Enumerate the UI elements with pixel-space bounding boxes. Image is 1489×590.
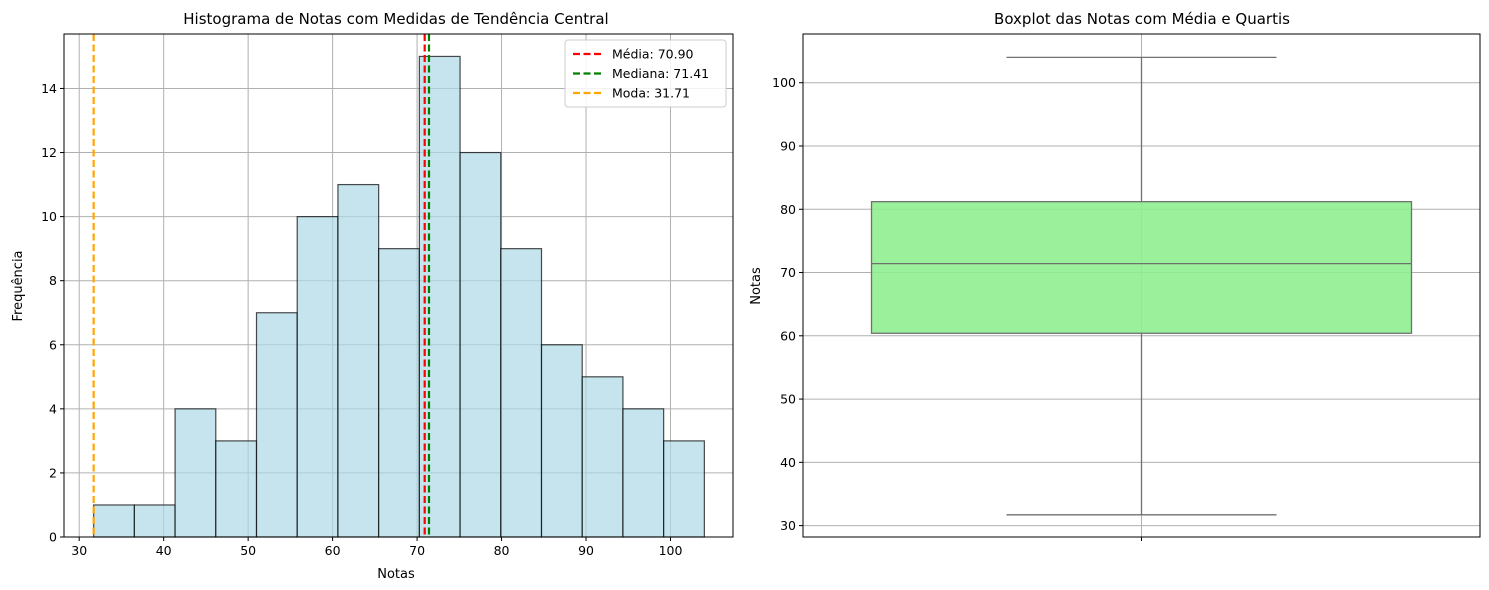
histogram-bar (174, 408, 217, 538)
x-tick-label: 40 (156, 543, 172, 558)
x-tick-label: 100 (659, 543, 683, 558)
y-tick-label: 4 (49, 401, 57, 416)
legend-label: Moda: 31.71 (612, 86, 690, 101)
y-tick-label: 50 (780, 392, 796, 407)
y-tick-label: 30 (780, 518, 796, 533)
y-tick-label: 10 (41, 209, 57, 224)
histogram-bar (215, 440, 258, 538)
y-tick-label: 6 (49, 337, 57, 352)
x-tick-label: 30 (71, 543, 87, 558)
histogram-bar (622, 408, 665, 538)
x-tick-label: 50 (240, 543, 256, 558)
legend-label: Média: 70.90 (612, 47, 694, 62)
histogram-bar (663, 440, 705, 538)
histogram-bar (459, 151, 502, 538)
y-tick-label: 70 (780, 265, 796, 280)
y-tick-label: 0 (49, 530, 57, 545)
y-tick-label: 2 (49, 465, 57, 480)
histogram-legend: Média: 70.90 Mediana: 71.41 Moda: 31.71 (564, 39, 727, 108)
boxplot-panel: Boxplot das Notas com Média e Quartis 30… (749, 10, 1481, 541)
histogram-bar (337, 183, 380, 538)
histogram-yticks: 0 2 4 6 8 10 12 14 (41, 81, 64, 545)
histogram-x-axis-label: Notas (377, 567, 415, 582)
legend-box (564, 39, 727, 108)
x-tick-label: 80 (494, 543, 510, 558)
histogram-y-axis-label: Frequência (11, 250, 26, 321)
histogram-bar (500, 248, 543, 538)
x-tick-label: 90 (578, 543, 594, 558)
boxplot-yticks: 30 40 50 60 70 80 90 100 (772, 75, 803, 533)
box (870, 201, 1413, 334)
histogram-bar (296, 216, 339, 538)
x-tick-label: 60 (325, 543, 341, 558)
y-tick-label: 100 (772, 75, 796, 90)
histogram-title: Histograma de Notas com Medidas de Tendê… (183, 10, 608, 28)
histogram-xticks: 30 40 50 60 70 80 90 100 (71, 537, 682, 558)
y-tick-label: 90 (780, 138, 796, 153)
legend-label: Mediana: 71.41 (612, 66, 709, 81)
histogram-panel: Histograma de Notas com Medidas de Tendê… (11, 10, 734, 582)
x-tick-label: 70 (409, 543, 425, 558)
boxplot-y-axis-label: Notas (749, 267, 764, 305)
histogram-bar (540, 344, 583, 538)
histogram-bar (255, 312, 298, 538)
histogram-bars (93, 55, 705, 538)
y-tick-label: 14 (41, 81, 57, 96)
boxplot-body (870, 56, 1413, 516)
boxplot-title: Boxplot das Notas com Média e Quartis (994, 10, 1290, 28)
histogram-bar (581, 376, 624, 538)
y-tick-label: 80 (780, 202, 796, 217)
y-tick-label: 40 (780, 455, 796, 470)
y-tick-label: 12 (41, 145, 57, 160)
histogram-bar (378, 248, 420, 538)
y-tick-label: 8 (49, 273, 57, 288)
histogram-bar (93, 504, 135, 538)
histogram-bar (133, 504, 176, 538)
y-tick-label: 60 (780, 328, 796, 343)
histogram-frame (63, 33, 734, 538)
